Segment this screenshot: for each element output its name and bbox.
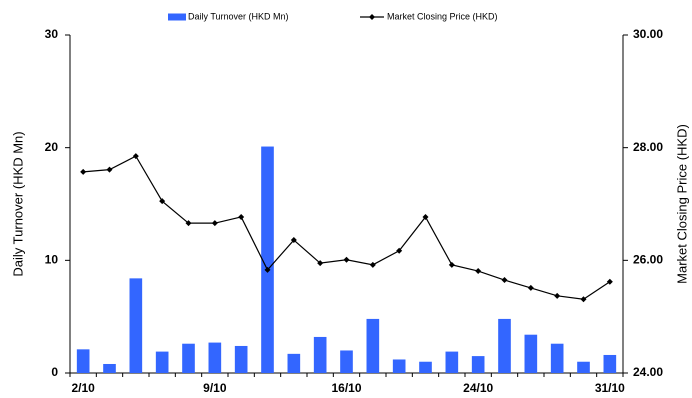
line-marker	[396, 247, 403, 254]
bar	[313, 336, 327, 373]
legend-swatch	[168, 13, 186, 21]
line-marker	[475, 268, 482, 275]
line-marker	[606, 278, 613, 285]
line-marker	[290, 237, 297, 244]
y-tick-label: 0	[51, 365, 58, 379]
x-tick-label: 9/10	[203, 381, 227, 395]
line-marker	[422, 213, 429, 220]
line-marker	[501, 277, 508, 284]
bar	[524, 334, 538, 373]
y-tick-label: 20	[45, 140, 59, 154]
line-marker	[185, 220, 192, 227]
y2-axis-title: Market Closing Price (HKD)	[674, 124, 689, 284]
legend-marker	[369, 14, 375, 20]
bar	[603, 354, 617, 373]
bar	[498, 318, 511, 373]
line-marker	[369, 261, 376, 268]
line-marker	[554, 292, 561, 299]
line-marker	[527, 284, 534, 291]
line-marker	[448, 261, 455, 268]
bar	[103, 363, 116, 373]
bar	[129, 278, 143, 373]
x-tick-label: 31/10	[595, 381, 625, 395]
bar	[577, 361, 590, 373]
bar	[234, 345, 248, 373]
x-tick-label: 16/10	[331, 381, 361, 395]
y-axis-title: Daily Turnover (HKD Mn)	[10, 131, 25, 276]
bar	[445, 351, 459, 373]
bar	[550, 343, 564, 373]
bar	[182, 343, 195, 373]
bar	[471, 356, 485, 373]
line-marker	[343, 256, 350, 263]
line-marker	[211, 220, 218, 227]
line-marker	[132, 153, 139, 160]
legend-label: Daily Turnover (HKD Mn)	[188, 11, 289, 21]
legend-label: Market Closing Price (HKD)	[387, 11, 498, 21]
bar	[76, 349, 90, 373]
line-marker	[159, 198, 166, 205]
bar	[366, 318, 380, 373]
y-tick-label: 10	[45, 253, 59, 267]
bar	[261, 146, 274, 373]
bar	[340, 350, 353, 373]
bar	[155, 351, 169, 373]
y2-tick-label: 26.00	[633, 253, 663, 267]
bar	[419, 361, 432, 373]
line-marker	[317, 260, 324, 267]
x-tick-label: 2/10	[71, 381, 95, 395]
line-marker	[580, 296, 587, 303]
y2-tick-label: 28.00	[633, 140, 663, 154]
line	[83, 155, 611, 300]
line-marker	[106, 166, 113, 173]
bar	[392, 359, 406, 373]
bar	[287, 353, 301, 373]
bar	[208, 342, 222, 373]
y2-tick-label: 30.00	[633, 27, 663, 41]
x-tick-label: 24/10	[463, 381, 493, 395]
line-marker	[238, 213, 245, 220]
line-marker	[264, 266, 271, 273]
y2-tick-label: 24.00	[633, 365, 663, 379]
line-marker	[80, 168, 87, 175]
y-tick-label: 30	[45, 27, 59, 41]
